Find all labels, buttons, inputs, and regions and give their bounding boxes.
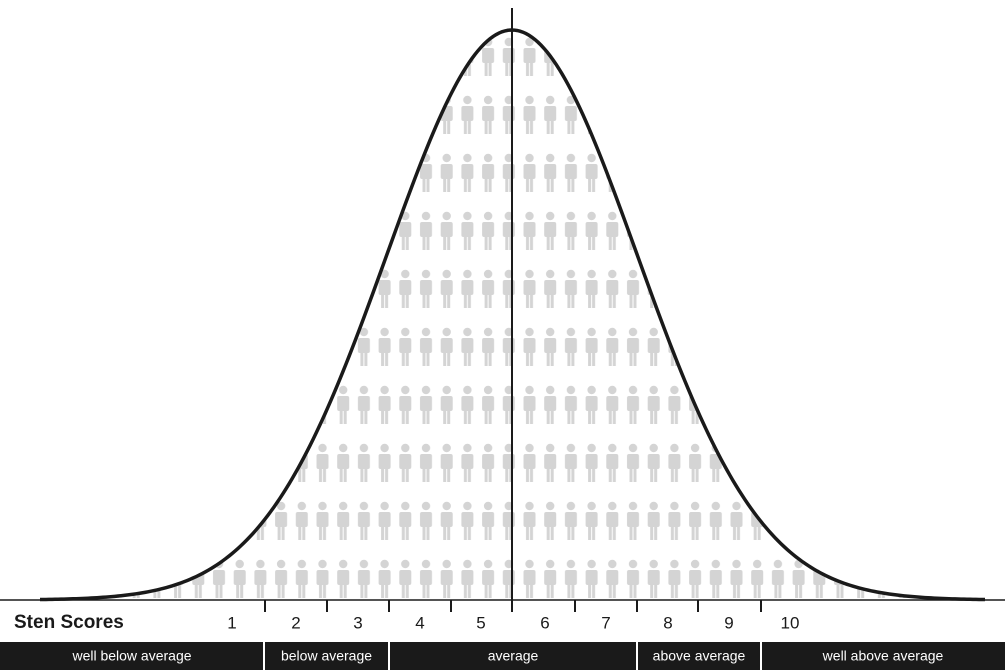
sten-score: 9: [724, 613, 733, 632]
people-fill: [0, 0, 1005, 600]
sten-score: 4: [415, 613, 424, 632]
sten-score: 5: [476, 613, 485, 632]
band-label: well above average: [822, 648, 944, 664]
sten-score: 7: [601, 613, 610, 632]
band-label: average: [488, 648, 539, 664]
band-label: above average: [653, 648, 746, 664]
sten-score: 1: [227, 613, 236, 632]
axis-label: Sten Scores: [14, 612, 124, 633]
sten-score: 3: [353, 613, 362, 632]
sten-score: 8: [663, 613, 672, 632]
sten-score: 2: [291, 613, 300, 632]
sten-score: 10: [781, 613, 800, 632]
sten-diagram: Sten Scores 1 2 3 4 5 6 7 8 9 10 well below averag…: [0, 0, 1005, 670]
band-label: below average: [281, 648, 372, 664]
band-label: well below average: [71, 648, 191, 664]
sten-score: 6: [540, 613, 549, 632]
